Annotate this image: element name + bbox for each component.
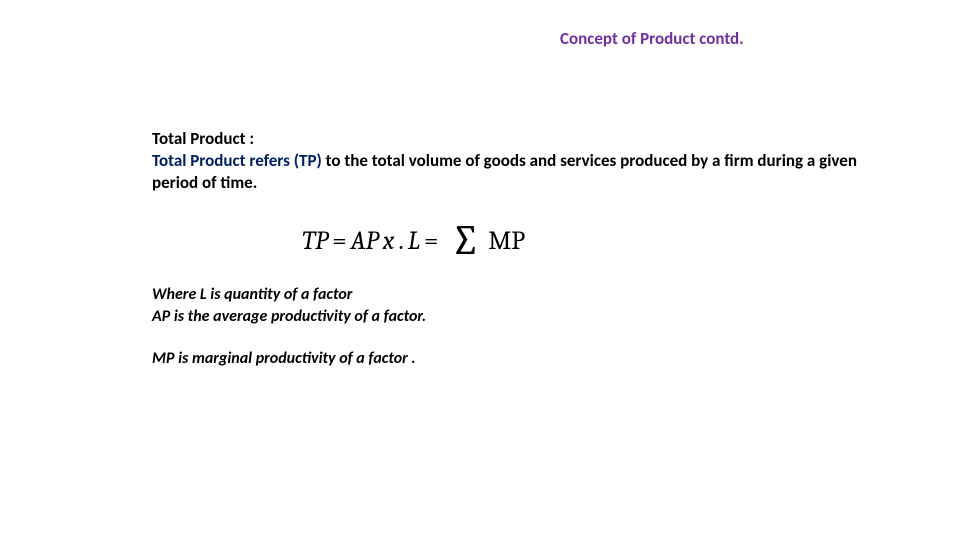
formula-l: L bbox=[408, 226, 420, 256]
formula-eq1: = bbox=[332, 226, 346, 256]
sigma-symbol: ∑ bbox=[450, 222, 480, 260]
formula-mp: MP bbox=[488, 226, 525, 256]
where-line-3: MP is marginal productivity of a factor … bbox=[152, 349, 872, 368]
formula-container: TP = AP x . L = ∑ MP bbox=[152, 222, 872, 260]
tp-label: Total Product refers (TP) bbox=[152, 150, 322, 171]
where-block: Where L is quantity of a factor AP is th… bbox=[152, 284, 872, 368]
content-block: Total Product : Total Product refers (TP… bbox=[152, 128, 872, 368]
formula-tp: TP bbox=[302, 226, 328, 256]
where-line-2: AP is the average productivity of a fact… bbox=[152, 306, 872, 328]
slide-title: Concept of Product contd. bbox=[560, 28, 744, 49]
definition-text: Total Product refers (TP) to the total v… bbox=[152, 150, 872, 194]
formula-dot: . bbox=[398, 226, 403, 256]
formula-eq2: = bbox=[424, 226, 438, 256]
section-heading: Total Product : bbox=[152, 128, 872, 150]
formula-x: x bbox=[383, 226, 395, 256]
formula-ap: AP bbox=[351, 226, 379, 256]
where-line-1: Where L is quantity of a factor bbox=[152, 284, 872, 306]
formula: TP = AP x . L = ∑ MP bbox=[302, 222, 525, 260]
sigma-icon: ∑ bbox=[450, 222, 480, 260]
